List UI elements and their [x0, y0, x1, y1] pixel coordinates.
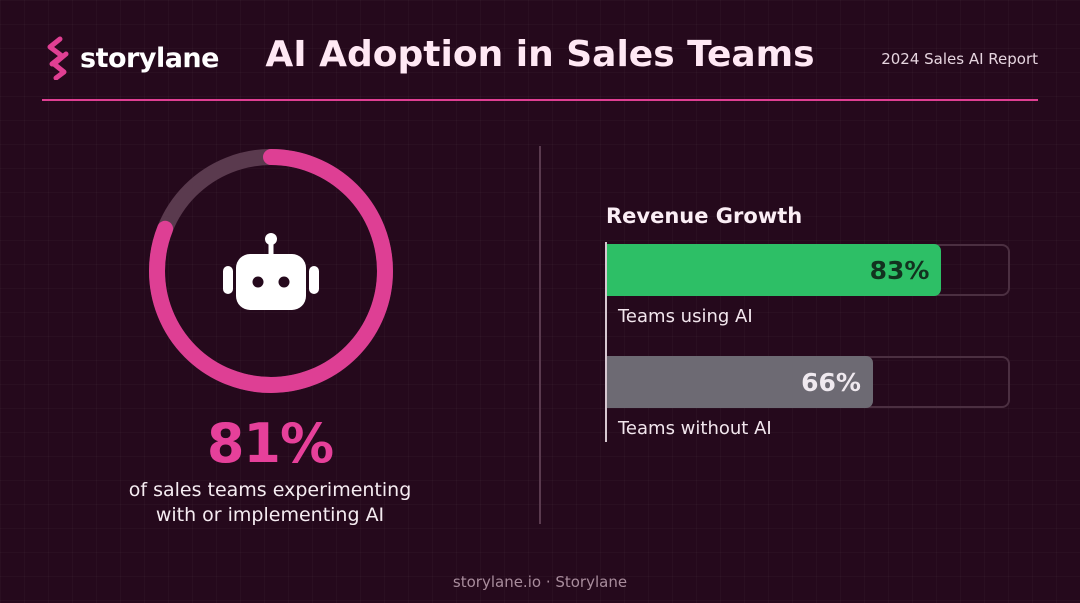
- header-divider: [42, 99, 1038, 101]
- caption-line-2: with or implementing AI: [155, 504, 385, 526]
- panel-divider: [539, 146, 541, 524]
- adoption-caption: of sales teams experimenting with or imp…: [90, 478, 450, 528]
- adoption-donut: [145, 145, 397, 397]
- adoption-percent: 81%: [206, 412, 334, 475]
- bar-category-label: Teams without AI: [618, 418, 772, 439]
- bar-category-label: Teams using AI: [618, 306, 753, 327]
- caption-line-1: of sales teams experimenting: [128, 479, 412, 501]
- bar-value-label: 83%: [869, 255, 930, 285]
- chart-axis-line: [605, 242, 607, 442]
- chart-title: Revenue Growth: [606, 204, 803, 228]
- report-label: 2024 Sales AI Report: [881, 50, 1038, 68]
- footer-credit[interactable]: storylane.io · Storylane: [452, 573, 628, 591]
- bar-value-label: 66%: [801, 367, 861, 397]
- brand-name: storylane: [80, 42, 219, 74]
- brand-logo[interactable]: storylane: [44, 36, 219, 80]
- bar-using-ai: 83%: [607, 244, 942, 296]
- donut-progress-arc: [149, 149, 393, 393]
- robot-icon: [223, 233, 319, 310]
- header: storylane AI Adoption in Sales Teams 202…: [0, 0, 1080, 101]
- bar-without-ai: 66%: [607, 356, 873, 408]
- page-title: AI Adoption in Sales Teams: [265, 34, 815, 75]
- storylane-logo-icon: [47, 36, 69, 80]
